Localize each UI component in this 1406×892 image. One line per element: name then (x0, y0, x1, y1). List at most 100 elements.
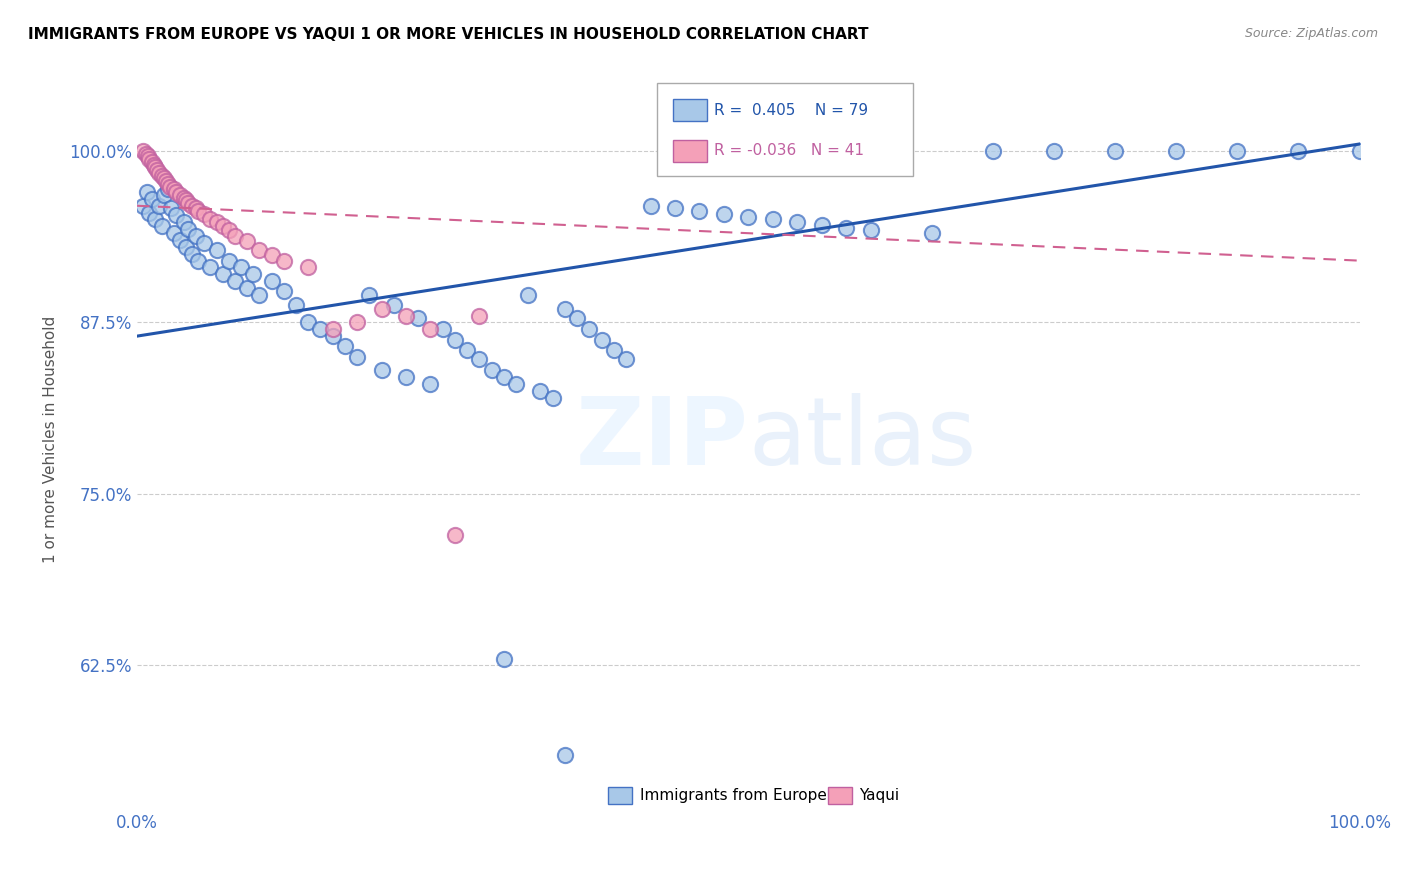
Point (177, 222, 200, 236)
Point (135, 185, 157, 199)
Point (309, 322, 332, 336)
Point (382, 297, 405, 311)
Point (200, 212, 222, 227)
Point (859, 223, 882, 237)
Point (173, 215, 195, 229)
Point (156, 182, 179, 196)
Point (541, 391, 564, 405)
Point (419, 322, 441, 336)
Point (211, 219, 233, 234)
FancyBboxPatch shape (828, 788, 852, 804)
Point (713, 207, 735, 221)
Point (141, 154, 163, 169)
Point (359, 288, 381, 302)
Point (159, 179, 181, 194)
Text: Source: ZipAtlas.com: Source: ZipAtlas.com (1244, 27, 1378, 40)
Point (177, 196, 200, 211)
Point (517, 288, 540, 302)
Point (1286, 144, 1309, 158)
Point (181, 199, 204, 213)
Point (150, 169, 173, 183)
Text: Yaqui: Yaqui (859, 788, 900, 803)
Point (169, 187, 191, 202)
Point (150, 219, 173, 234)
Point (184, 202, 207, 216)
Point (242, 268, 264, 282)
Point (737, 210, 759, 224)
Point (578, 322, 600, 336)
Text: Immigrants from Europe: Immigrants from Europe (640, 788, 827, 803)
Point (184, 229, 207, 244)
Point (138, 205, 160, 219)
Point (229, 260, 252, 275)
Point (297, 315, 319, 329)
Point (554, 747, 576, 762)
Point (165, 185, 187, 199)
Point (236, 235, 259, 249)
Point (346, 315, 368, 329)
Point (163, 226, 186, 240)
Point (1348, 144, 1371, 158)
Point (200, 260, 222, 275)
Point (160, 202, 183, 216)
Point (688, 204, 710, 219)
Point (187, 204, 209, 219)
Point (155, 174, 177, 188)
Point (664, 202, 686, 216)
Point (810, 218, 832, 232)
Text: IMMIGRANTS FROM EUROPE VS YAQUI 1 OR MORE VEHICLES IN HOUSEHOLD CORRELATION CHAR: IMMIGRANTS FROM EUROPE VS YAQUI 1 OR MOR… (28, 27, 869, 42)
Point (786, 215, 808, 229)
Point (406, 311, 429, 326)
Point (205, 215, 228, 229)
Point (224, 274, 246, 288)
Point (193, 235, 215, 250)
Point (132, 144, 155, 158)
Y-axis label: 1 or more Vehicles in Household: 1 or more Vehicles in Household (44, 316, 58, 563)
Point (395, 309, 418, 323)
Text: R = -0.036   N = 41: R = -0.036 N = 41 (714, 144, 865, 158)
Point (614, 352, 637, 367)
Point (273, 253, 295, 268)
Point (205, 243, 228, 257)
Point (285, 297, 308, 311)
Point (260, 248, 283, 262)
Point (138, 152, 160, 166)
Point (432, 322, 454, 336)
Point (273, 284, 295, 298)
Point (187, 253, 209, 268)
Point (174, 240, 197, 254)
Point (529, 384, 551, 398)
Point (419, 377, 441, 392)
Point (236, 281, 259, 295)
Point (444, 528, 467, 542)
Point (145, 163, 167, 178)
Point (148, 199, 170, 213)
Point (492, 370, 515, 384)
Point (211, 268, 233, 282)
Point (135, 146, 157, 161)
Point (835, 220, 858, 235)
Point (1043, 144, 1066, 158)
Point (218, 253, 240, 268)
Point (165, 208, 187, 222)
Point (565, 311, 588, 326)
Point (1166, 144, 1188, 158)
Point (181, 247, 204, 261)
Point (148, 166, 170, 180)
Point (163, 182, 186, 196)
Point (173, 190, 195, 204)
Point (492, 651, 515, 665)
Point (156, 177, 179, 191)
Point (444, 333, 467, 347)
Point (260, 274, 283, 288)
Point (981, 144, 1004, 158)
Point (193, 207, 215, 221)
Point (145, 161, 167, 175)
Point (468, 309, 491, 323)
Point (145, 212, 167, 227)
Point (224, 229, 246, 244)
Point (481, 363, 503, 377)
FancyBboxPatch shape (672, 99, 707, 121)
Point (322, 329, 344, 343)
FancyBboxPatch shape (607, 788, 633, 804)
